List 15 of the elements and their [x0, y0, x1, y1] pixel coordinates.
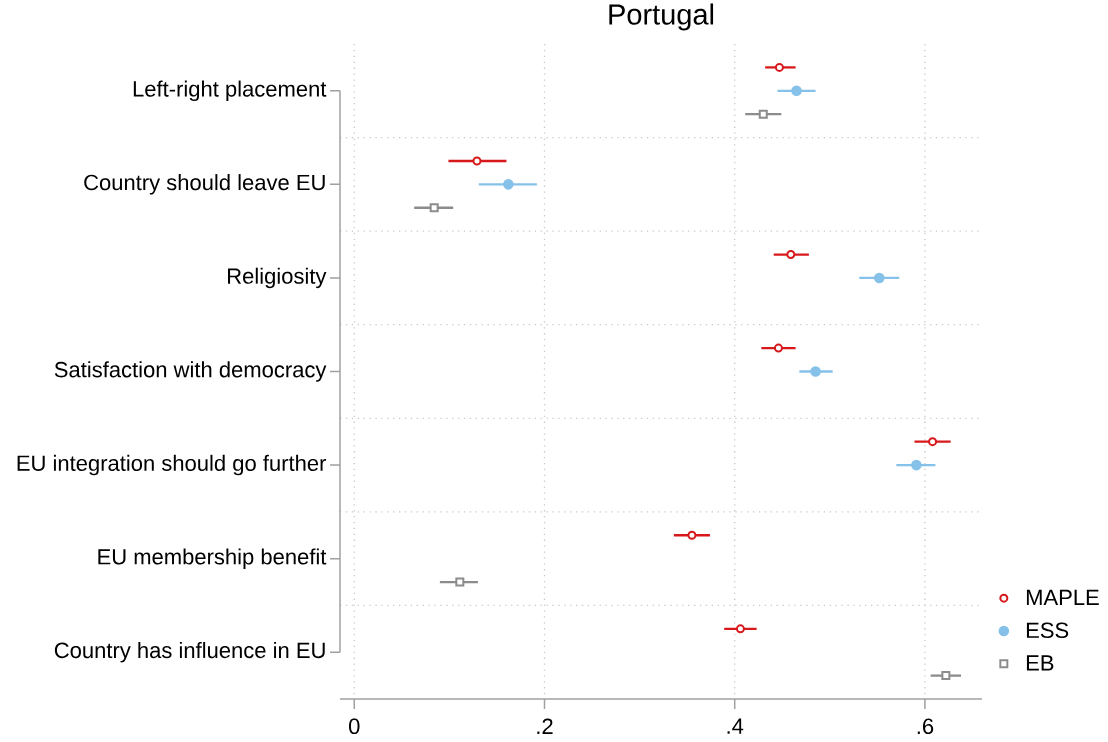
x-tick-label: 0 — [349, 718, 360, 735]
legend-label: MAPLE — [1026, 589, 1099, 605]
y-tick-label: Religiosity — [228, 267, 327, 289]
y-tick-label: Country has influence in EU — [54, 641, 325, 663]
chart-title: Portugal — [609, 3, 714, 31]
y-tick-label: EU integration should go further — [17, 454, 327, 476]
y-tick-label: Country should leave EU — [84, 174, 325, 195]
x-tick-label: .2 — [537, 718, 553, 734]
y-tick-label: EU membership benefit — [98, 548, 327, 569]
y-tick-label: Left-right placement — [133, 80, 327, 102]
legend-label: ESS — [1026, 622, 1069, 639]
x-tick-label: .6 — [917, 718, 934, 735]
y-tick-label: Satisfaction with democracy — [54, 361, 327, 382]
legend-label: EB — [1026, 655, 1054, 671]
x-tick-label: .4 — [727, 718, 744, 734]
